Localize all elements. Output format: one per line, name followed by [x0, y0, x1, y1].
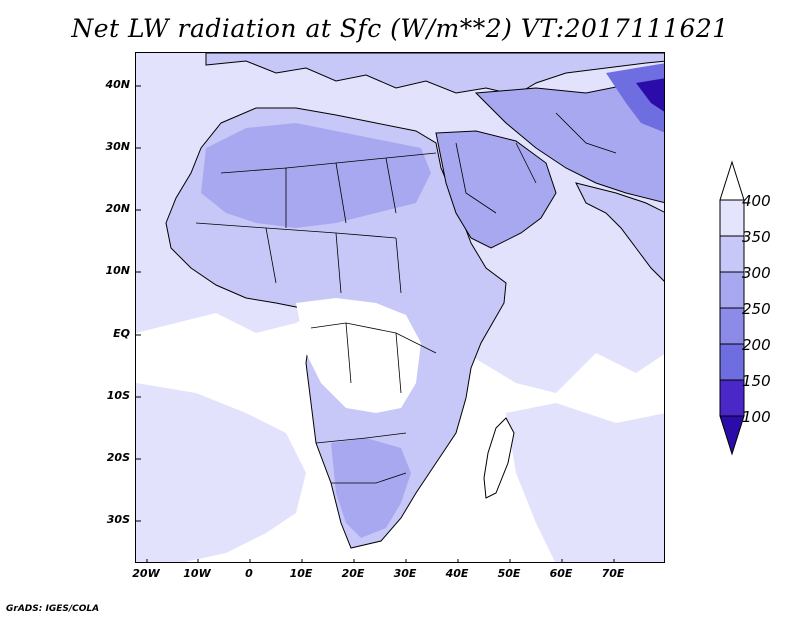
lon-tick-0: 0 [245, 567, 253, 580]
land-middle-east [474, 77, 664, 204]
lat-tick-20n: 20N [105, 202, 130, 215]
lat-tick-30n: 30N [105, 140, 130, 153]
country-borders [195, 112, 617, 484]
lon-tick-50e: 50E [497, 567, 521, 580]
shade-region-indian-ocean [506, 403, 664, 562]
colorbar-label-400: 400 [742, 192, 771, 210]
colorbar-bottom-triangle [719, 415, 745, 456]
lat-tick-eq: EQ [113, 327, 130, 340]
land-arabia [435, 130, 557, 249]
lon-tick-20e: 20E [341, 567, 365, 580]
shade-southern-africa [331, 438, 411, 538]
colorbar-label-350: 350 [742, 228, 771, 246]
credit-text: GrADS: IGES/COLA [6, 604, 100, 614]
lon-tick-10e: 10E [289, 567, 313, 580]
colorbar-swatch-3 [719, 271, 745, 309]
shade-central-africa [296, 298, 421, 413]
colorbar-swatch-2 [719, 235, 745, 273]
lon-tick-60e: 60E [549, 567, 573, 580]
colorbar [719, 160, 745, 456]
colorbar-swatch-1 [719, 199, 745, 237]
axis-ticks [136, 85, 615, 562]
lat-tick-30s: 30S [106, 513, 130, 526]
map-title: Net LW radiation at Sfc (W/m**2) VT:2017… [71, 14, 729, 43]
shaded-map [136, 53, 664, 562]
colorbar-label-150: 150 [742, 372, 771, 390]
shade-sahara [201, 123, 431, 228]
shade-region-south-atlantic [136, 383, 306, 562]
colorbar-label-300: 300 [742, 264, 771, 282]
lon-tick-70e: 70E [601, 567, 625, 580]
land-madagascar [483, 417, 515, 499]
lat-tick-20s: 20S [106, 451, 130, 464]
lon-tick-20w: 20W [132, 567, 160, 580]
lon-tick-10w: 10W [183, 567, 211, 580]
lon-tick-40e: 40E [445, 567, 469, 580]
map-plot-area [135, 52, 665, 563]
lat-tick-40n: 40N [105, 78, 130, 91]
land-india [575, 182, 664, 282]
colorbar-swatch-6 [719, 379, 745, 417]
land-europe [205, 53, 664, 96]
lon-tick-30e: 30E [393, 567, 417, 580]
lat-tick-10n: 10N [105, 264, 130, 277]
colorbar-swatch-5 [719, 343, 745, 381]
shade-himalaya-core [636, 78, 664, 112]
colorbar-label-200: 200 [742, 336, 771, 354]
colorbar-top-triangle [719, 160, 745, 201]
lat-tick-10s: 10S [106, 389, 130, 402]
shade-himalaya [606, 63, 664, 133]
colorbar-label-250: 250 [742, 300, 771, 318]
colorbar-swatch-4 [719, 307, 745, 345]
colorbar-label-100: 100 [742, 408, 771, 426]
